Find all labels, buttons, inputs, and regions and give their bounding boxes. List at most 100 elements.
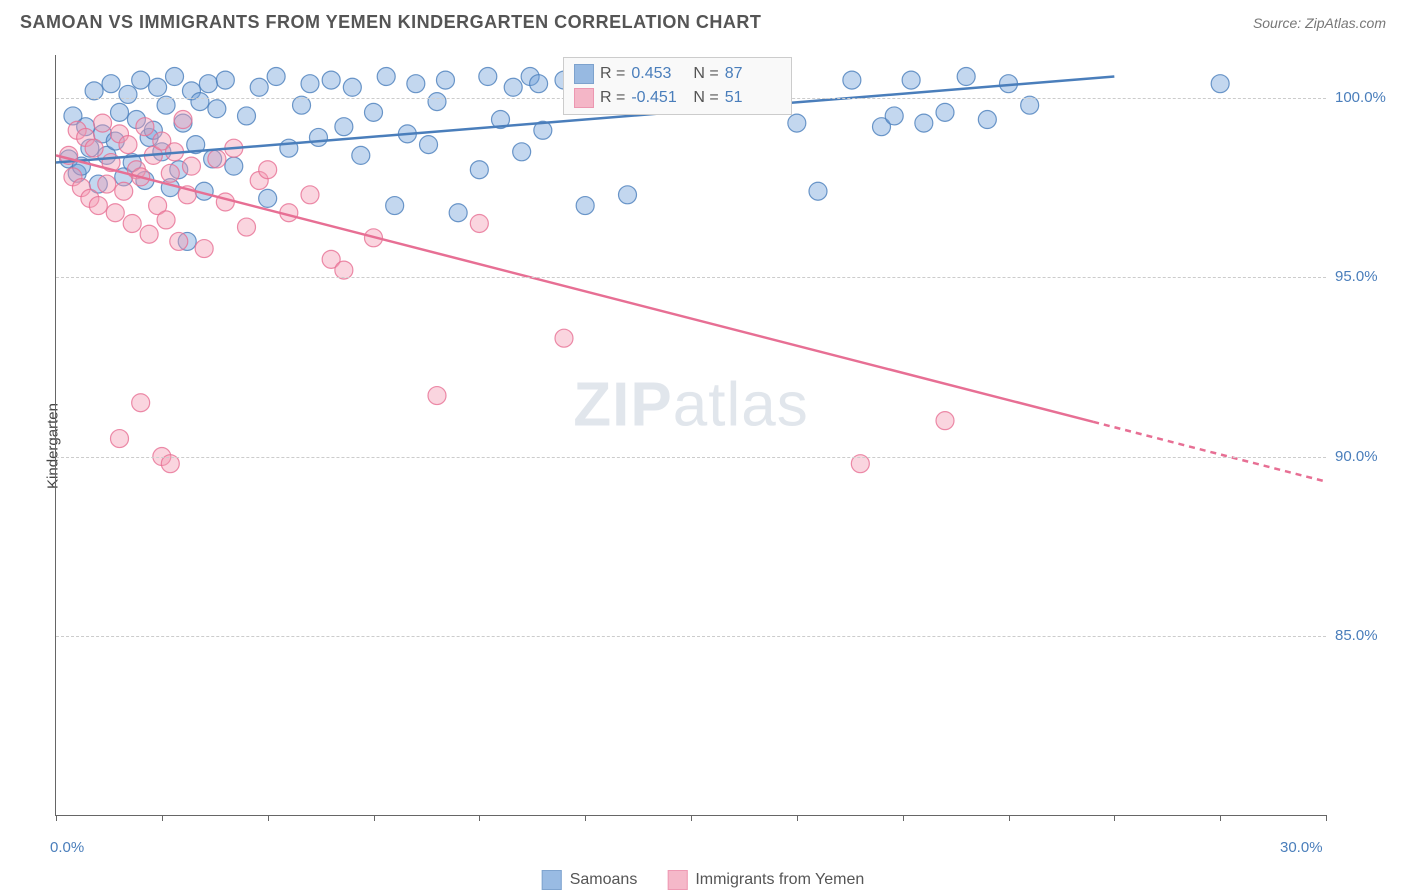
- data-point: [132, 71, 150, 89]
- data-point: [199, 75, 217, 93]
- data-point: [449, 204, 467, 222]
- data-point: [377, 68, 395, 86]
- data-point: [208, 100, 226, 118]
- data-point: [132, 394, 150, 412]
- xtick-mark: [56, 815, 57, 821]
- trend-line-dashed: [1093, 422, 1326, 482]
- data-point: [136, 118, 154, 136]
- stats-R-label: R =: [600, 89, 625, 107]
- data-point: [149, 78, 167, 96]
- chart-title: SAMOAN VS IMMIGRANTS FROM YEMEN KINDERGA…: [20, 12, 761, 33]
- legend-label-yemen: Immigrants from Yemen: [695, 871, 864, 889]
- stats-legend-row: R =0.453N =87: [574, 62, 781, 86]
- ytick-label: 90.0%: [1335, 448, 1378, 465]
- data-point: [915, 114, 933, 132]
- data-point: [428, 387, 446, 405]
- data-point: [89, 197, 107, 215]
- data-point: [309, 128, 327, 146]
- data-point: [111, 103, 129, 121]
- data-point: [216, 193, 234, 211]
- stats-legend-box: R =0.453N =87R =-0.451N =51: [563, 57, 792, 115]
- data-point: [504, 78, 522, 96]
- data-point: [216, 71, 234, 89]
- data-point: [238, 107, 256, 125]
- data-point: [161, 164, 179, 182]
- data-point: [267, 68, 285, 86]
- data-point: [166, 68, 184, 86]
- data-point: [106, 204, 124, 222]
- data-point: [978, 111, 996, 129]
- data-point: [809, 182, 827, 200]
- data-point: [788, 114, 806, 132]
- data-point: [115, 182, 133, 200]
- data-point: [957, 68, 975, 86]
- ytick-label: 85.0%: [1335, 627, 1378, 644]
- data-point: [322, 71, 340, 89]
- bottom-legend: Samoans Immigrants from Yemen: [542, 870, 865, 890]
- data-point: [225, 157, 243, 175]
- xtick-mark: [585, 815, 586, 821]
- data-point: [182, 157, 200, 175]
- data-point: [301, 75, 319, 93]
- data-point: [530, 75, 548, 93]
- data-point: [352, 146, 370, 164]
- data-point: [470, 161, 488, 179]
- stats-N-value: 87: [725, 65, 781, 83]
- data-point: [843, 71, 861, 89]
- data-point: [140, 225, 158, 243]
- gridline: [56, 277, 1326, 278]
- data-point: [98, 175, 116, 193]
- chart-container: SAMOAN VS IMMIGRANTS FROM YEMEN KINDERGA…: [0, 0, 1406, 892]
- data-point: [436, 71, 454, 89]
- data-point: [102, 75, 120, 93]
- data-point: [335, 118, 353, 136]
- data-point: [170, 232, 188, 250]
- legend-swatch-yemen: [667, 870, 687, 890]
- stats-swatch: [574, 64, 594, 84]
- gridline: [56, 457, 1326, 458]
- data-point: [885, 107, 903, 125]
- data-point: [479, 68, 497, 86]
- data-point: [174, 111, 192, 129]
- data-point: [259, 161, 277, 179]
- data-point: [238, 218, 256, 236]
- data-point: [85, 139, 103, 157]
- stats-legend-row: R = -0.451 N = 51: [574, 86, 781, 110]
- legend-item-yemen: Immigrants from Yemen: [667, 870, 864, 890]
- data-point: [301, 186, 319, 204]
- data-point: [119, 85, 137, 103]
- xtick-label: 0.0%: [50, 839, 84, 856]
- xtick-mark: [691, 815, 692, 821]
- data-point: [1211, 75, 1229, 93]
- data-point: [259, 189, 277, 207]
- data-point: [386, 197, 404, 215]
- data-point: [576, 197, 594, 215]
- data-point: [513, 143, 531, 161]
- data-point: [250, 78, 268, 96]
- data-point: [936, 103, 954, 121]
- data-point: [902, 71, 920, 89]
- data-point: [157, 211, 175, 229]
- stats-R-value: -0.451: [631, 89, 687, 107]
- data-point: [123, 214, 141, 232]
- data-point: [470, 214, 488, 232]
- xtick-mark: [1220, 815, 1221, 821]
- xtick-mark: [1326, 815, 1327, 821]
- plot-area: ZIPatlas: [55, 55, 1326, 816]
- title-row: SAMOAN VS IMMIGRANTS FROM YEMEN KINDERGA…: [0, 0, 1406, 41]
- stats-N-value: 51: [725, 89, 781, 107]
- xtick-mark: [903, 815, 904, 821]
- data-point: [619, 186, 637, 204]
- data-point: [428, 93, 446, 111]
- xtick-mark: [374, 815, 375, 821]
- data-point: [420, 136, 438, 154]
- legend-swatch-samoans: [542, 870, 562, 890]
- data-point: [555, 329, 573, 347]
- gridline: [56, 636, 1326, 637]
- stats-N-label: N =: [693, 89, 718, 107]
- data-point: [94, 114, 112, 132]
- data-point: [365, 103, 383, 121]
- xtick-mark: [797, 815, 798, 821]
- xtick-mark: [1009, 815, 1010, 821]
- stats-R-label: R =: [600, 65, 625, 83]
